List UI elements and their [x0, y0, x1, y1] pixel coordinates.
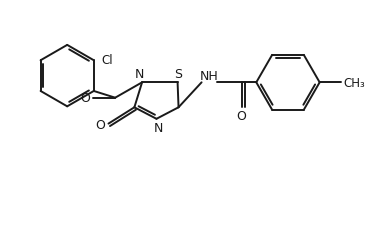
Text: O: O [81, 92, 90, 105]
Text: Cl: Cl [101, 54, 113, 67]
Text: N: N [134, 68, 144, 81]
Text: NH: NH [200, 70, 219, 83]
Text: N: N [154, 121, 163, 134]
Text: S: S [175, 68, 183, 81]
Text: O: O [236, 110, 246, 123]
Text: CH₃: CH₃ [344, 76, 365, 90]
Text: O: O [95, 119, 105, 131]
